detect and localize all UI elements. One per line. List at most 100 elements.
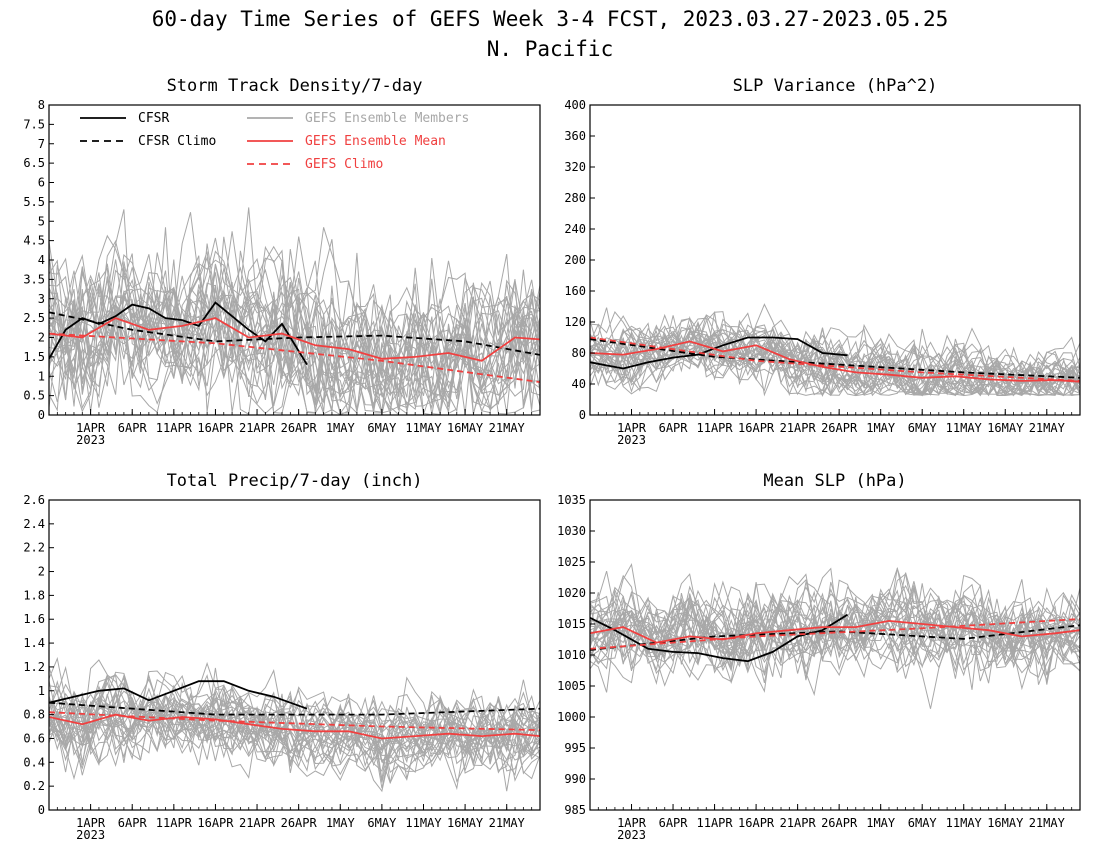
- x-axis: 1APR 6APR 11APR 16APR 21APR 26APR 1MAY 6MAY 11MA…: [589, 804, 1081, 842]
- y-tick-label: 2: [38, 565, 45, 579]
- y-tick-label: 5.5: [23, 195, 45, 209]
- y-tick-label: 40: [572, 377, 586, 391]
- ensemble-member-line: [590, 314, 1080, 397]
- y-tick-label: 3.5: [23, 272, 45, 286]
- legend: CFSR CFSR Climo GEFS Ensemble Members GEFS …: [80, 111, 469, 172]
- panels: Storm Track Density/7-day 0 0.5 1 1.5 2 2.5 3 3.…: [23, 76, 1081, 842]
- y-tick-label: 2.2: [23, 541, 45, 555]
- x-tick-label: 16MAY: [447, 421, 484, 435]
- panel-3: Total Precip/7-day (inch)00.20.40.60.811…: [23, 471, 541, 842]
- x-tick-label: 26APR: [821, 816, 858, 830]
- ensemble-member-line: [49, 667, 540, 791]
- ensemble-member-line: [49, 227, 540, 414]
- y-tick-label: 360: [564, 129, 586, 143]
- y-tick-label: 2.4: [23, 517, 45, 531]
- x-tick-label: 16MAY: [447, 816, 484, 830]
- y-tick-label: 120: [564, 315, 586, 329]
- y-tick-label: 995: [564, 741, 586, 755]
- x-tick-label: 1MAY: [326, 816, 356, 830]
- x-tick-label: 11MAY: [405, 421, 442, 435]
- y-tick-label: 160: [564, 284, 586, 298]
- x-tick-label: 26APR: [281, 816, 318, 830]
- series-line-cfsr: [590, 613, 848, 663]
- x-tick-label: 6APR: [659, 421, 689, 435]
- y-tick-label: 2.6: [23, 493, 45, 507]
- x-tick-label: 16MAY: [987, 421, 1024, 435]
- y-tick-label: 240: [564, 222, 586, 236]
- legend-label: GEFS Ensemble Members: [305, 111, 469, 126]
- y-tick-label: 5: [38, 214, 45, 228]
- series-line-gefs-climo: [590, 618, 1080, 650]
- ensemble-member-line: [590, 323, 1080, 397]
- x-tick-label: 6MAY: [908, 421, 938, 435]
- y-tick-label: 985: [564, 803, 586, 817]
- y-tick-label: 7.5: [23, 117, 45, 131]
- x-axis: 1APR 6APR 11APR 16APR 21APR 26APR 1MAY 6MAY 11MA…: [589, 409, 1081, 447]
- y-tick-label: 1000: [557, 710, 586, 724]
- y-tick-label: 0.8: [23, 708, 45, 722]
- x-tick-label: 26APR: [281, 421, 318, 435]
- x-tick-label: 16APR: [738, 816, 775, 830]
- y-tick-label: 80: [572, 346, 586, 360]
- y-tick-label: 1.8: [23, 588, 45, 602]
- ensemble-member-line: [49, 250, 540, 412]
- x-tick-label: 16APR: [197, 421, 234, 435]
- legend-label: GEFS Climo: [305, 157, 383, 172]
- legend-item-cfsr: CFSR: [80, 111, 169, 126]
- ensemble-member-line: [590, 303, 1080, 397]
- y-tick-label: 2: [38, 331, 45, 345]
- x-tick-label: 26APR: [821, 421, 858, 435]
- legend-item-members: GEFS Ensemble Members: [247, 111, 469, 126]
- x-axis: 1APR 6APR 11APR 16APR 21APR 26APR 1MAY 6MAY 11MA…: [48, 409, 541, 447]
- x-tick-label: 11APR: [156, 421, 193, 435]
- ensemble-members: [590, 563, 1080, 709]
- x-tick-label: 21APR: [780, 421, 817, 435]
- y-axis: 0 0.5 1 1.5 2 2.5 3 3.5 4 4.5 5 5.5 6 6.5 7 7.5 8: [23, 98, 54, 422]
- x-tick-label: 21MAY: [1029, 421, 1066, 435]
- ensemble-member-line: [590, 588, 1080, 684]
- series-line-cfsr-climo: [590, 624, 1080, 651]
- y-tick-label: 1.2: [23, 660, 45, 674]
- ensemble-member-line: [49, 700, 540, 770]
- ensemble-member-line: [49, 209, 540, 415]
- plot-area: [590, 303, 1080, 397]
- ensemble-member-line: [49, 688, 540, 781]
- x-tick-label: 1APR: [617, 816, 647, 830]
- series-line-cfsr-climo: [590, 338, 1080, 379]
- y-tick-label: 3: [38, 292, 45, 306]
- y-tick-label: 7: [38, 137, 45, 151]
- y-axis: 0 40 80 120 160 200 240 280 320 360 400: [564, 98, 595, 422]
- x-tick-label: 11MAY: [405, 816, 442, 830]
- x-year-label: 2023: [617, 433, 646, 447]
- x-tick-label: 6MAY: [367, 421, 397, 435]
- panel-title: Total Precip/7-day (inch): [167, 471, 423, 491]
- x-tick-label: 1APR: [76, 421, 106, 435]
- x-tick-label: 11APR: [697, 421, 734, 435]
- x-tick-label: 21APR: [239, 816, 276, 830]
- legend-item-gefs-climo: GEFS Climo: [247, 157, 383, 172]
- legend-label: CFSR: [138, 111, 169, 126]
- series-line-mean: [49, 713, 540, 740]
- ensemble-member-line: [49, 236, 540, 415]
- y-tick-label: 0.5: [23, 389, 45, 403]
- y-axis: 985 990 995 1000 1005 1010 1015 1020 1025 1030 103…: [557, 493, 595, 817]
- ensemble-member-line: [590, 594, 1080, 679]
- series-line-gefs-climo: [590, 336, 1080, 382]
- series-line-mean: [49, 317, 540, 362]
- y-tick-label: 320: [564, 160, 586, 174]
- panel-1: Storm Track Density/7-day 0 0.5 1 1.5 2 2.5 3 3.…: [23, 76, 541, 447]
- ensemble-member-line: [49, 691, 540, 780]
- x-tick-label: 6APR: [118, 816, 148, 830]
- ensemble-member-line: [590, 581, 1080, 672]
- series-line-mean: [590, 340, 1080, 383]
- x-year-label: 2023: [76, 828, 105, 842]
- y-tick-label: 2.5: [23, 311, 45, 325]
- figure-subtitle: N. Pacific: [487, 37, 613, 61]
- x-tick-label: 6MAY: [908, 816, 938, 830]
- y-tick-label: 0: [579, 408, 586, 422]
- x-tick-label: 6APR: [659, 816, 689, 830]
- y-tick-label: 0.4: [23, 755, 45, 769]
- y-tick-label: 1.6: [23, 612, 45, 626]
- x-tick-label: 11MAY: [946, 816, 983, 830]
- y-tick-label: 8: [38, 98, 45, 112]
